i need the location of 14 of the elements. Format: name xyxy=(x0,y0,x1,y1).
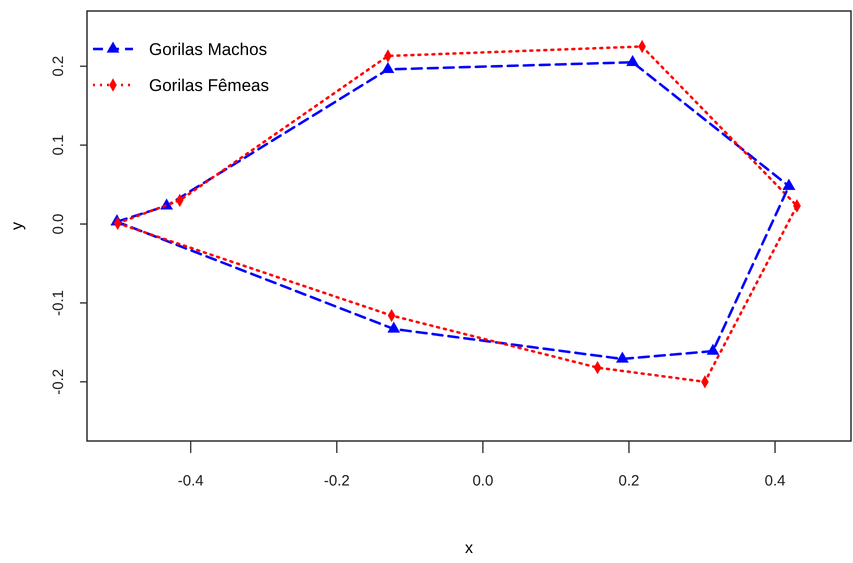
x-tick-label: 0.2 xyxy=(618,472,640,490)
y-axis-title: y xyxy=(9,222,26,230)
y-tick-label: -0.2 xyxy=(50,368,67,395)
legend-label: Gorilas Machos xyxy=(149,40,268,59)
x-tick-label: 0.0 xyxy=(472,472,494,490)
x-tick-label: 0.4 xyxy=(764,472,786,490)
y-tick-label: 0.1 xyxy=(50,134,67,156)
y-tick-label: 0.2 xyxy=(50,56,67,77)
x-tick-label: -0.2 xyxy=(324,472,350,490)
legend-label: Gorilas Fêmeas xyxy=(149,76,269,95)
y-tick-label: -0.1 xyxy=(50,290,67,316)
y-tick-label: 0.0 xyxy=(50,214,67,234)
x-tick-label: -0.4 xyxy=(178,472,204,490)
x-axis-title: x xyxy=(465,540,473,557)
